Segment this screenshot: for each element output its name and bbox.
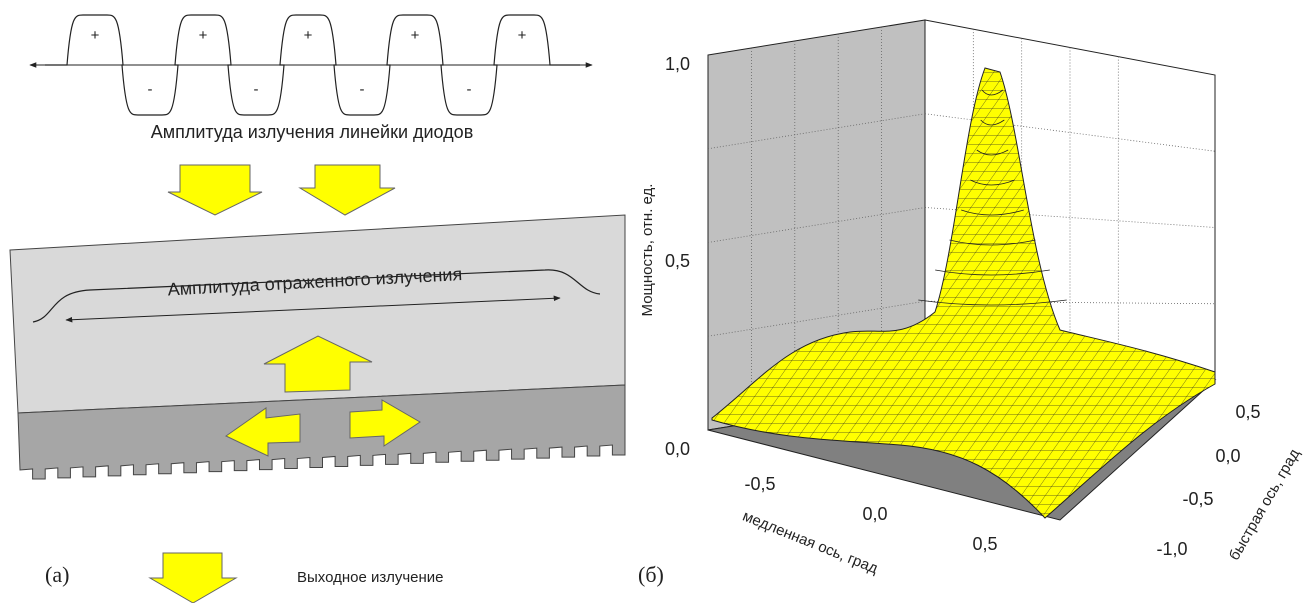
mesh-line bbox=[961, 209, 1024, 216]
y-tick-label: 0,0 bbox=[1215, 446, 1240, 466]
plus-sign: + bbox=[518, 27, 527, 44]
output-label: Выходное излучение bbox=[297, 569, 444, 586]
mesh-line bbox=[980, 119, 1005, 126]
minus-signs: ---- bbox=[148, 81, 472, 98]
y-tick-label: 0,5 bbox=[1235, 402, 1260, 422]
grating-teeth bbox=[17, 384, 626, 480]
plus-sign: + bbox=[199, 27, 208, 44]
plus-signs: + + + + + bbox=[91, 27, 527, 44]
z-tick-label: 1,0 bbox=[665, 54, 690, 74]
z-tick-label: 0,5 bbox=[665, 251, 690, 271]
mesh-line bbox=[981, 89, 1004, 96]
panel-b: Мощность, отн. ед. 0,0 0,5 1,0 -0,5 0,0 … bbox=[638, 19, 1303, 587]
wall-grid-line bbox=[707, 113, 926, 150]
peak-mesh bbox=[918, 89, 1067, 306]
minus-sign: - bbox=[467, 81, 472, 98]
z-axis-title: Мощность, отн. ед. bbox=[639, 184, 656, 317]
plus-sign: + bbox=[411, 27, 420, 44]
output-arrow bbox=[148, 552, 238, 603]
up-arrow bbox=[263, 335, 373, 393]
surface-mesh bbox=[712, 68, 1215, 518]
mesh-line bbox=[935, 269, 1050, 276]
down-arrow bbox=[298, 164, 396, 216]
x-tick-label: -0,5 bbox=[744, 474, 775, 494]
mesh-line bbox=[949, 239, 1036, 246]
z-tick-label: 0,0 bbox=[665, 439, 690, 459]
right-arrow bbox=[349, 399, 421, 447]
plus-sign: + bbox=[304, 27, 313, 44]
panel-label: (б) bbox=[638, 562, 664, 587]
panel-label: (a) bbox=[45, 562, 69, 587]
down-arrow bbox=[167, 164, 263, 216]
mesh-line bbox=[976, 149, 1009, 156]
y-tick-label: -1,0 bbox=[1156, 539, 1187, 559]
reflected-curve bbox=[32, 269, 601, 323]
left-arrow bbox=[225, 407, 301, 457]
reflected-span bbox=[65, 295, 561, 323]
x-axis-title: медленная ось, град bbox=[740, 508, 880, 578]
x-tick-label: 0,0 bbox=[862, 504, 887, 524]
panel-a: + + + + + - - - - Амплитуда излучения линейки д… bbox=[9, 14, 626, 603]
minus-sign: - bbox=[254, 81, 259, 98]
mesh-line bbox=[970, 179, 1015, 186]
wall-grid-line bbox=[707, 207, 926, 243]
y-tick-label: -0,5 bbox=[1182, 489, 1213, 509]
minus-sign: - bbox=[360, 81, 365, 98]
emission-label: Амплитуда излучения линейки диодов bbox=[151, 122, 474, 142]
x-tick-label: 0,5 bbox=[972, 534, 997, 554]
plus-sign: + bbox=[91, 27, 100, 44]
minus-sign: - bbox=[148, 81, 153, 98]
mesh-line bbox=[918, 299, 1067, 306]
emission-wave bbox=[45, 14, 580, 116]
wall-grid-line bbox=[707, 300, 926, 337]
